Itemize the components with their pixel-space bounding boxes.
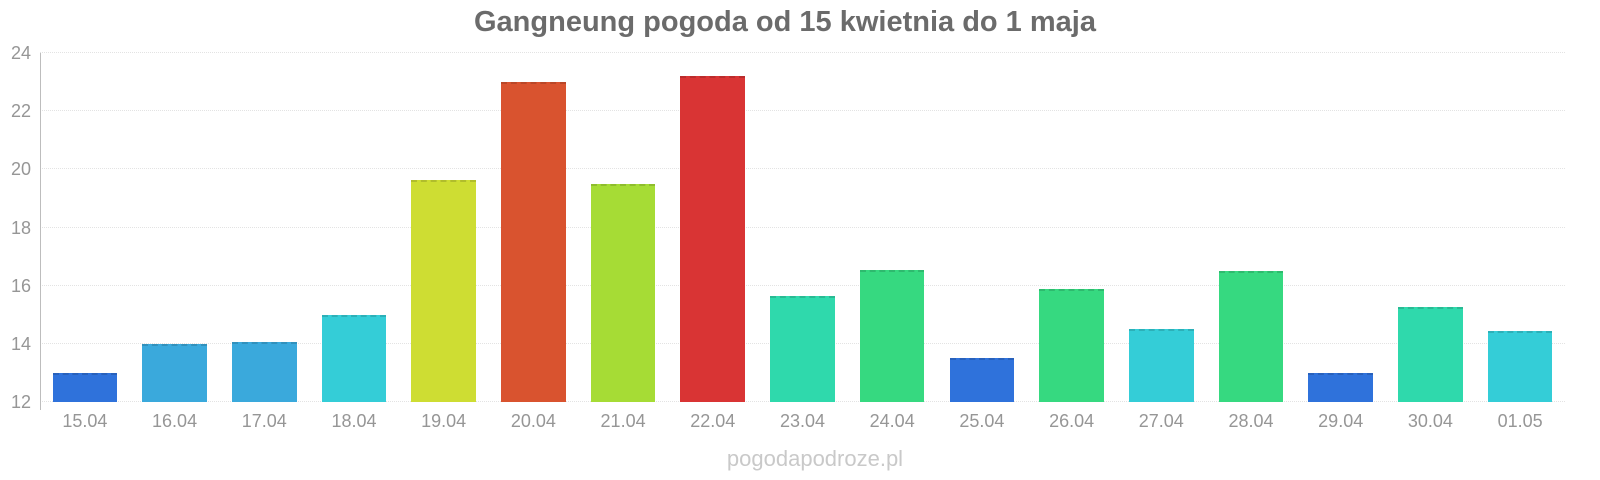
bar-29.04[interactable] [1308,372,1373,402]
bar-16.04[interactable] [142,343,207,402]
gridline-24 [40,52,1565,53]
bar-band-30.04 [1386,53,1476,402]
x-axis-label-29.04: 29.04 [1318,411,1364,431]
bar-27.04[interactable] [1128,329,1194,402]
x-axis-label-23.04: 23.04 [779,411,825,431]
x-axis-labels: 15.04 16.04 17.04 18.04 19.04 20.04 21.04 22.04… [40,402,1565,432]
x-axis-label-17.04: 17.04 [241,411,287,431]
bar-01.05[interactable] [1487,330,1553,402]
bar-band-26.04 [1027,53,1117,402]
bar-band-22.04 [668,53,758,402]
gridline-16 [40,284,1565,286]
y-tick-label-20: 20 [10,159,31,180]
watermark: pogodapodroze.pl [726,446,904,471]
bar-23.04[interactable] [770,295,835,402]
bar-24.04[interactable] [859,269,925,402]
bar-19.04[interactable] [411,179,476,402]
bar-26.04[interactable] [1039,288,1104,402]
chart-title: Gangneung pogoda od 15 kwietnia do 1 maj… [474,6,1096,38]
bar-band-01.05 [1475,53,1565,402]
y-tick-label-14: 14 [10,333,31,354]
bar-band-15.04 [40,53,130,402]
plot-area: 12 14 16 18 20 22 24 15.04 16.04 17.04 18.04 19.04… [11,44,1565,431]
bar-30.04[interactable] [1398,307,1463,402]
y-axis-line [40,53,41,410]
gridline-18 [40,226,1565,228]
x-axis-label-24.04: 24.04 [869,411,915,431]
x-axis-label-01.05: 01.05 [1497,411,1543,431]
bar-band-18.04 [309,53,399,402]
gridline-22 [40,110,1565,112]
bar-band-25.04 [937,53,1027,402]
bar-band-27.04 [1116,53,1206,402]
bar-28.04[interactable] [1218,271,1284,402]
bar-band-28.04 [1206,53,1296,402]
bar-18.04[interactable] [321,314,387,402]
x-axis-label-19.04: 19.04 [421,411,467,431]
bar-22.04[interactable] [680,76,746,402]
x-axis-label-20.04: 20.04 [510,411,556,431]
x-axis-label-15.04: 15.04 [62,411,108,431]
x-axis-label-21.04: 21.04 [600,411,646,431]
x-axis-label-16.04: 16.04 [152,411,198,431]
bar-15.04[interactable] [52,372,118,402]
x-axis-label-18.04: 18.04 [331,411,377,431]
x-axis-label-25.04: 25.04 [959,411,1005,431]
gridline-20 [40,168,1565,170]
bar-band-21.04 [578,53,668,402]
y-tick-label-16: 16 [10,275,31,296]
x-axis-label-22.04: 22.04 [690,411,736,431]
bar-band-24.04 [847,53,937,402]
y-tick-label-18: 18 [10,217,31,238]
x-axis-label-30.04: 30.04 [1407,411,1453,431]
bar-17.04[interactable] [231,342,297,402]
x-axis-label-26.04: 26.04 [1049,411,1095,431]
bar-21.04[interactable] [590,183,656,402]
y-tick-label-24: 24 [10,43,31,63]
bars-container [40,53,1565,402]
bar-band-23.04 [758,53,848,402]
bar-band-19.04 [399,53,489,402]
bar-band-17.04 [219,53,309,402]
bar-band-29.04 [1296,53,1386,402]
bar-band-16.04 [130,53,220,402]
x-axis-label-27.04: 27.04 [1138,411,1184,431]
y-tick-label-22: 22 [10,101,31,122]
bar-20.04[interactable] [501,82,566,402]
bar-band-20.04 [489,53,579,402]
x-axis-label-28.04: 28.04 [1228,411,1274,431]
y-tick-label-12: 12 [10,392,31,412]
bar-25.04[interactable] [949,358,1015,402]
